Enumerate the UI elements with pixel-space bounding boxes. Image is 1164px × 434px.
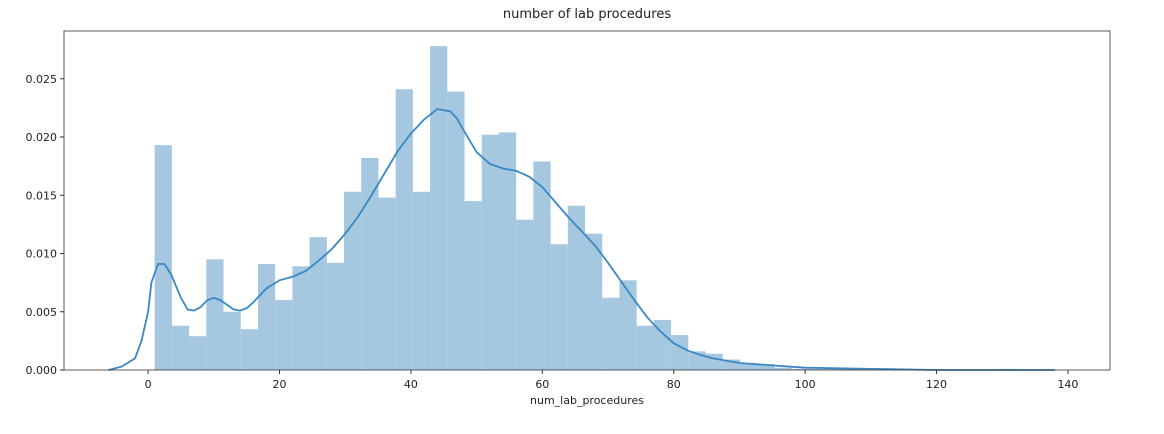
bar (653, 319, 672, 370)
x-tick-label: 0 (145, 378, 152, 391)
bar (292, 266, 310, 370)
kde-line (108, 108, 1055, 371)
x-tick-label: 120 (926, 378, 947, 391)
bar (189, 336, 207, 370)
bar (636, 325, 654, 370)
x-axis-label: num_lab_procedures (530, 394, 644, 407)
x-tick-label: 60 (535, 378, 549, 391)
bar (533, 161, 551, 370)
x-tick-label: 140 (1057, 378, 1078, 391)
bar (602, 297, 620, 370)
x-tick-label: 20 (273, 378, 287, 391)
bar (206, 259, 224, 370)
bar (550, 244, 568, 370)
bar (223, 311, 241, 370)
bar (567, 205, 586, 370)
chart-title: number of lab procedures (503, 7, 671, 22)
y-tick-label: 0.020 (26, 131, 58, 144)
bar (378, 197, 396, 370)
y-tick-label: 0.025 (26, 73, 58, 86)
bar (722, 359, 740, 370)
y-tick-label: 0.015 (26, 189, 58, 202)
bar (481, 134, 499, 370)
bar (843, 368, 861, 370)
bar (344, 191, 362, 370)
bar (498, 132, 517, 370)
bar (516, 219, 534, 370)
bar (430, 46, 448, 371)
bar (395, 89, 413, 370)
bar (585, 233, 603, 370)
bar (309, 237, 327, 370)
bar (171, 325, 190, 370)
bar (826, 368, 844, 370)
bar (791, 368, 809, 370)
y-tick-label: 0.010 (26, 248, 58, 261)
x-tick-label: 100 (795, 378, 816, 391)
bar (739, 363, 758, 370)
x-tick-label: 40 (404, 378, 418, 391)
bar (464, 201, 482, 370)
bar (240, 329, 258, 370)
plot-frame (63, 30, 1111, 371)
bar (257, 263, 276, 370)
bar (326, 262, 345, 370)
bar (808, 368, 827, 370)
y-tick-label: 0.005 (26, 306, 58, 319)
bar (154, 145, 172, 370)
bar (412, 191, 431, 370)
bar (447, 91, 465, 370)
bar (361, 157, 379, 370)
bar (757, 364, 775, 370)
y-tick-label: 0.000 (26, 364, 58, 377)
bar (774, 367, 792, 370)
bar (275, 300, 293, 370)
bar (619, 280, 637, 370)
bar (671, 335, 689, 370)
x-tick-label: 80 (667, 378, 681, 391)
